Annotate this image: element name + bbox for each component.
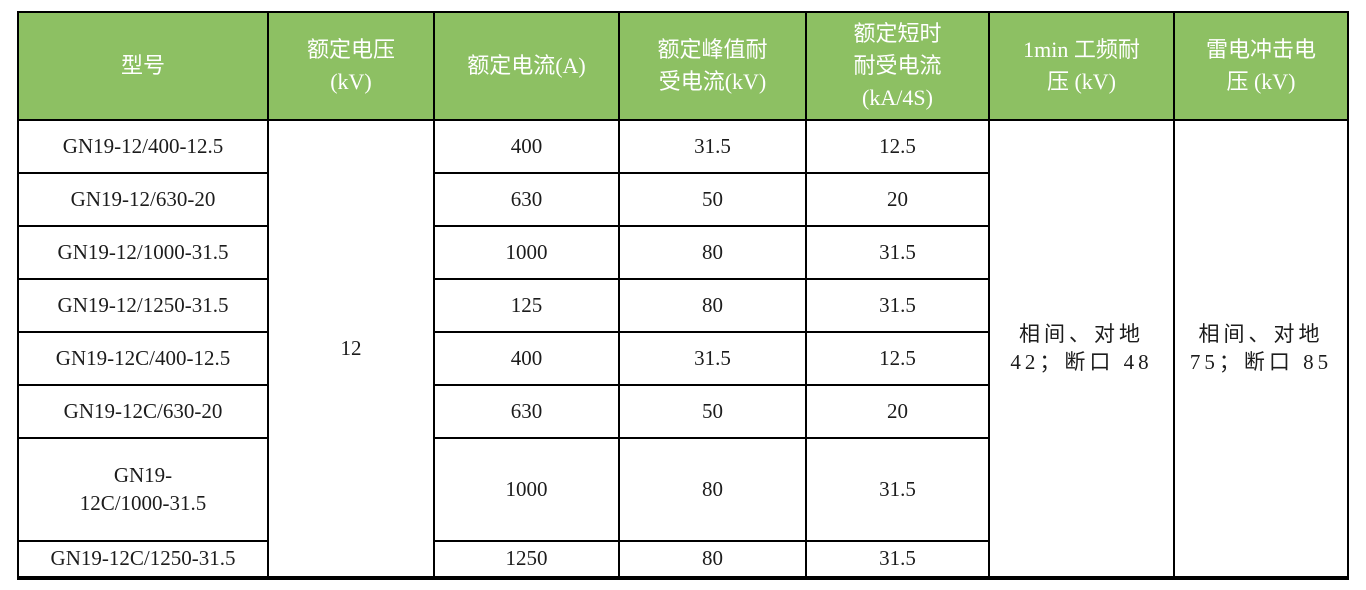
cell-peak: 80 [618, 437, 807, 542]
header-peak-withstand-current: 额定峰值耐 受电流(kV) [618, 11, 807, 121]
cell-peak: 50 [618, 384, 807, 439]
cell-current: 630 [433, 384, 620, 439]
cell-peak: 31.5 [618, 119, 807, 174]
header-lightning-impulse: 雷电冲击电 压 (kV) [1173, 11, 1349, 121]
cell-peak: 80 [618, 540, 807, 579]
cell-current: 1000 [433, 225, 620, 280]
table-row: GN19-12/1250-31.5 125 80 31.5 [17, 278, 1348, 333]
cell-short-time: 12.5 [805, 331, 990, 386]
cell-current: 630 [433, 172, 620, 227]
table-row: GN19-12C/1250-31.5 1250 80 31.5 [17, 540, 1348, 579]
cell-short-time: 31.5 [805, 225, 990, 280]
cell-current: 400 [433, 119, 620, 174]
cell-peak: 50 [618, 172, 807, 227]
cell-rated-voltage-merged: 12 [267, 119, 435, 579]
cell-short-time: 31.5 [805, 278, 990, 333]
table-row: GN19-12/400-12.5 12 400 31.5 12.5 相间、对地 … [17, 119, 1349, 579]
cell-current: 1250 [433, 540, 620, 579]
cell-current: 125 [433, 278, 620, 333]
cell-power-freq-merged: 相间、对地 42；断口 48 [988, 119, 1175, 579]
cell-model: GN19-12/1000-31.5 [17, 225, 269, 280]
cell-model: GN19-12C/630-20 [17, 384, 269, 439]
table-row: GN19-12C/630-20 630 50 20 [17, 384, 1348, 439]
cell-model: GN19-12/630-20 [17, 172, 269, 227]
header-rated-voltage: 额定电压 (kV) [267, 11, 435, 121]
table-row: GN19-12/1000-31.5 1000 80 31.5 [17, 225, 1348, 280]
table-row: GN19- 12C/1000-31.5 1000 80 31.5 [17, 437, 1348, 542]
header-short-time-current: 额定短时 耐受电流 (kA/4S) [805, 11, 990, 121]
header-model: 型号 [17, 11, 269, 121]
cell-short-time: 12.5 [805, 119, 990, 174]
cell-lightning-merged: 相间、对地 75；断口 85 [1173, 119, 1349, 579]
cell-short-time: 20 [805, 172, 990, 227]
cell-peak: 31.5 [618, 331, 807, 386]
table-row: GN19-12/630-20 630 50 20 [17, 172, 1348, 227]
header-power-freq-voltage: 1min 工频耐 压 (kV) [988, 11, 1175, 121]
cell-model: GN19-12C/1250-31.5 [17, 540, 269, 579]
cell-peak: 80 [618, 278, 807, 333]
spec-table: 型号 额定电压 (kV) 额定电流(A) 额定峰值耐 受电流(kV) 额定短时 … [17, 11, 1349, 580]
header-rated-current: 额定电流(A) [433, 11, 620, 121]
cell-short-time: 31.5 [805, 437, 990, 542]
cell-short-time: 31.5 [805, 540, 990, 579]
cell-current: 1000 [433, 437, 620, 542]
cell-model: GN19- 12C/1000-31.5 [17, 437, 269, 542]
header-row: 型号 额定电压 (kV) 额定电流(A) 额定峰值耐 受电流(kV) 额定短时 … [17, 11, 1349, 121]
table-row: GN19-12C/400-12.5 400 31.5 12.5 [17, 331, 1348, 386]
cell-short-time: 20 [805, 384, 990, 439]
cell-model: GN19-12/1250-31.5 [17, 278, 269, 333]
cell-current: 400 [433, 331, 620, 386]
cell-model: GN19-12C/400-12.5 [17, 331, 269, 386]
cell-model: GN19-12/400-12.5 [17, 119, 269, 174]
cell-peak: 80 [618, 225, 807, 280]
